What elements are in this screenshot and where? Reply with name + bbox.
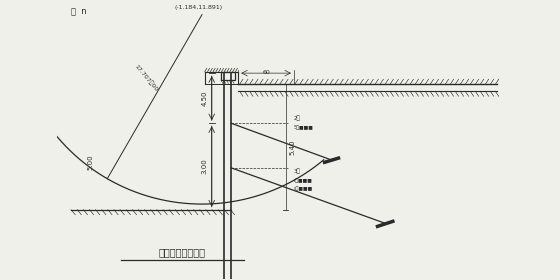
- Text: 3杆: 3杆: [294, 169, 301, 174]
- Text: 3.00: 3.00: [202, 158, 208, 174]
- Text: 60: 60: [262, 69, 270, 74]
- Text: 17.707杆00: 17.707杆00: [133, 63, 159, 92]
- Text: 5.00: 5.00: [87, 155, 94, 170]
- Text: 4.50: 4.50: [202, 90, 208, 106]
- Text: r：■■■: r：■■■: [294, 178, 313, 183]
- Text: 2杆: 2杆: [294, 116, 301, 122]
- Text: s：■■■: s：■■■: [294, 186, 313, 191]
- Text: 5.40: 5.40: [290, 139, 296, 155]
- Text: 5：■■■: 5：■■■: [294, 125, 314, 130]
- Text: 轴  n: 轴 n: [71, 8, 87, 17]
- Text: 整体稳定验算简图: 整体稳定验算简图: [159, 247, 206, 257]
- Text: (-1.184,11.891): (-1.184,11.891): [174, 5, 222, 10]
- Bar: [221, 72, 235, 80]
